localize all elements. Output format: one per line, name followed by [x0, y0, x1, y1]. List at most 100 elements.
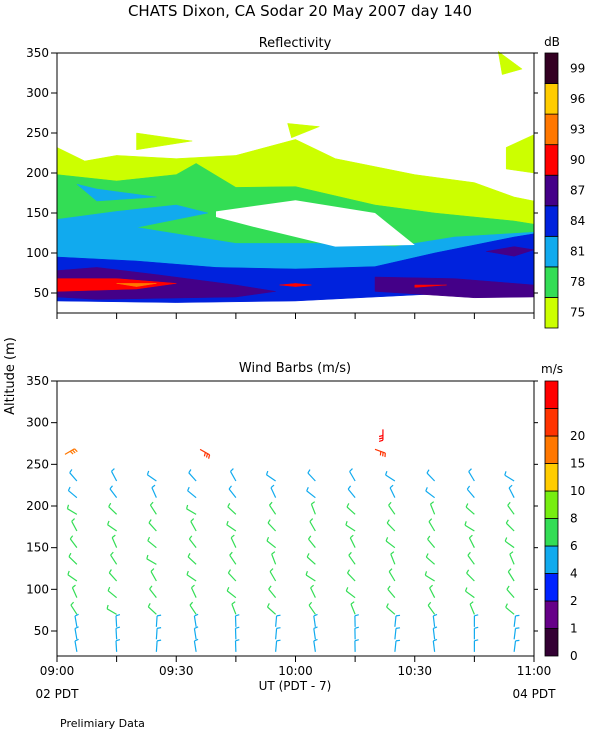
- wind-barb-feather: [191, 584, 195, 589]
- wind-barb-feather: [433, 638, 438, 642]
- wind-barb-shaft: [513, 628, 517, 640]
- wind-barb-feather: [345, 521, 348, 526]
- wind-barb-feather: [313, 613, 318, 617]
- wind-barb-feather: [71, 518, 76, 522]
- wind-barb-shaft: [275, 628, 278, 640]
- wind-barb-feather: [111, 468, 115, 472]
- wind-barb-shaft: [148, 522, 157, 532]
- reflectivity-colorbar-label: 99: [570, 61, 585, 75]
- wind-barb-feather: [231, 601, 236, 605]
- wind-barb-shaft: [269, 504, 277, 515]
- reflectivity-y-tick-label: 350: [26, 46, 49, 60]
- wind-barb-shaft: [388, 504, 396, 515]
- wind-barb-shaft: [151, 487, 157, 498]
- wind-barb-shaft: [266, 474, 276, 482]
- wind-barb-feather: [388, 501, 392, 506]
- wind-barb-feather: [149, 585, 153, 590]
- wind-barb-shaft: [426, 472, 436, 482]
- reflectivity-colorbar-label: 81: [570, 245, 585, 259]
- wind-barb-shaft: [394, 628, 397, 640]
- wind-barb-shaft: [313, 628, 316, 640]
- windbarb-y-tick-label: 350: [26, 374, 49, 388]
- wind-barb-feather: [433, 626, 438, 629]
- wind-barb-shaft: [111, 537, 118, 548]
- wind-barb-shaft: [147, 474, 157, 482]
- y-axis-label: Altitude (m): [3, 337, 18, 415]
- wind-barb-feather: [507, 501, 511, 506]
- windbarb-y-tick-label: 100: [26, 582, 49, 596]
- wind-barb-shaft: [70, 604, 78, 615]
- wind-barb-shaft: [429, 503, 436, 515]
- wind-barb-shaft: [427, 538, 436, 549]
- windbarb-x-tick-label: 11:00: [517, 664, 552, 678]
- wind-barb-shaft: [306, 490, 316, 499]
- wind-barb-shaft: [424, 574, 435, 582]
- wind-barb-feather: [474, 626, 479, 629]
- wind-barb-feather: [429, 584, 434, 589]
- wind-barb-feather: [509, 551, 514, 555]
- windbarb-plot: [64, 429, 520, 652]
- wind-barb-shaft: [350, 603, 356, 615]
- wind-barb-shaft: [313, 640, 316, 652]
- wind-barb-feather: [308, 535, 312, 540]
- wind-barb-feather: [227, 503, 231, 508]
- reflectivity-colorbar-swatch: [544, 205, 559, 237]
- wind-barb-shaft: [313, 615, 316, 627]
- wind-barb-feather: [266, 603, 270, 608]
- wind-barb-feather: [346, 569, 351, 574]
- wind-barb-feather: [110, 551, 114, 556]
- wind-barb-shaft: [310, 503, 316, 515]
- wind-barb-feather: [107, 520, 110, 525]
- wind-barb-feather: [466, 569, 470, 574]
- wind-barb-shaft: [464, 524, 475, 532]
- wind-barb-shaft: [149, 504, 157, 515]
- wind-barb-feather: [474, 614, 479, 617]
- windbarb-colorbar-label: 8: [570, 512, 578, 526]
- reflectivity-colorbar-label: 96: [570, 92, 585, 106]
- wind-barb-shaft: [504, 540, 515, 549]
- wind-barb-feather: [468, 468, 472, 473]
- wind-barb-feather: [109, 485, 113, 490]
- wind-barb-shaft: [115, 640, 118, 652]
- wind-barb-feather: [433, 613, 438, 617]
- wind-barb-feather: [346, 503, 350, 508]
- windbarb-colorbar-swatch: [544, 628, 559, 657]
- wind-barb-feather: [388, 568, 393, 573]
- windbarb-y-tick-label: 300: [26, 416, 49, 430]
- wind-barb-shaft: [504, 474, 515, 482]
- wind-barb-feather: [469, 601, 474, 605]
- windbarb-title: Wind Barbs (m/s): [239, 361, 351, 376]
- wind-barb-shaft: [310, 587, 316, 598]
- wind-barb-shaft: [74, 628, 78, 640]
- windbarb-x-tick-label: 09:00: [40, 664, 75, 678]
- wind-barb-shaft: [466, 572, 475, 582]
- wind-barb-shaft: [228, 488, 237, 499]
- reflectivity-colorbar-swatch: [544, 297, 559, 329]
- windbarb-y-tick-label: 150: [26, 541, 49, 555]
- windbarb-colorbar-label: 1: [570, 622, 578, 636]
- reflectivity-region-75: [136, 132, 193, 151]
- wind-barb-shaft: [432, 615, 436, 627]
- wind-barb-feather: [349, 468, 353, 472]
- wind-barb-shaft: [231, 603, 237, 615]
- wind-barb-shaft: [193, 628, 197, 640]
- wind-barb-feather: [276, 627, 281, 629]
- wind-barb-shaft: [271, 553, 277, 565]
- wind-barb-shaft: [188, 538, 197, 549]
- wind-barb-feather: [464, 587, 468, 592]
- reflectivity-y-tick-label: 150: [26, 206, 49, 220]
- wind-barb-feather: [115, 626, 121, 629]
- wind-barb-feather: [194, 626, 199, 630]
- wind-barb-feather: [505, 603, 508, 608]
- wind-barb-feather: [235, 614, 240, 617]
- wind-barb-feather: [67, 486, 71, 491]
- wind-barb-feather: [395, 627, 401, 629]
- wind-barb-shaft: [390, 553, 396, 565]
- wind-barb-shaft: [106, 608, 117, 615]
- windbarb-x-tick-label: 10:00: [278, 664, 313, 678]
- wind-barb-feather: [387, 585, 391, 590]
- wind-barb-shaft: [155, 628, 158, 640]
- wind-barb-feather: [354, 626, 359, 629]
- wind-barb-feather: [270, 484, 275, 489]
- wind-barb-feather: [309, 518, 314, 522]
